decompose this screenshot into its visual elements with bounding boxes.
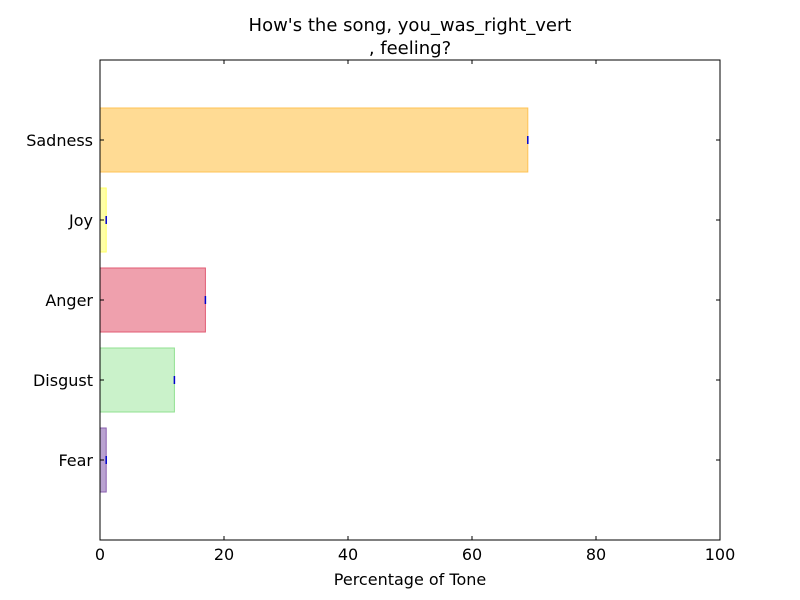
chart-title-line-2: , feeling? <box>369 38 451 59</box>
x-tick-label-0: 0 <box>95 545 105 564</box>
bars-group <box>99 107 529 493</box>
x-tick-label-40: 40 <box>338 545 358 564</box>
x-tick-label-80: 80 <box>586 545 606 564</box>
y-tick-label-disgust: Disgust <box>33 371 93 390</box>
y-tick-label-sadness: Sadness <box>26 131 93 150</box>
y-tick-label-anger: Anger <box>45 291 93 310</box>
y-tick-label-fear: Fear <box>58 451 93 470</box>
x-tick-label-60: 60 <box>462 545 482 564</box>
y-tick-label-joy: Joy <box>68 211 93 230</box>
x-tick-label-20: 20 <box>214 545 234 564</box>
plot-frame <box>99 59 721 541</box>
bar-sadness <box>99 107 529 173</box>
bar-disgust <box>99 347 175 413</box>
bar-anger <box>99 267 206 333</box>
x-tick-label-100: 100 <box>705 545 736 564</box>
x-axis-label: Percentage of Tone <box>334 570 486 589</box>
ticks-group: Fear Disgust Anger Joy Sadness 0 20 40 60 80 100 <box>26 60 735 564</box>
chart-title-line-1: How's the song, you_was_right_vert <box>249 15 572 36</box>
